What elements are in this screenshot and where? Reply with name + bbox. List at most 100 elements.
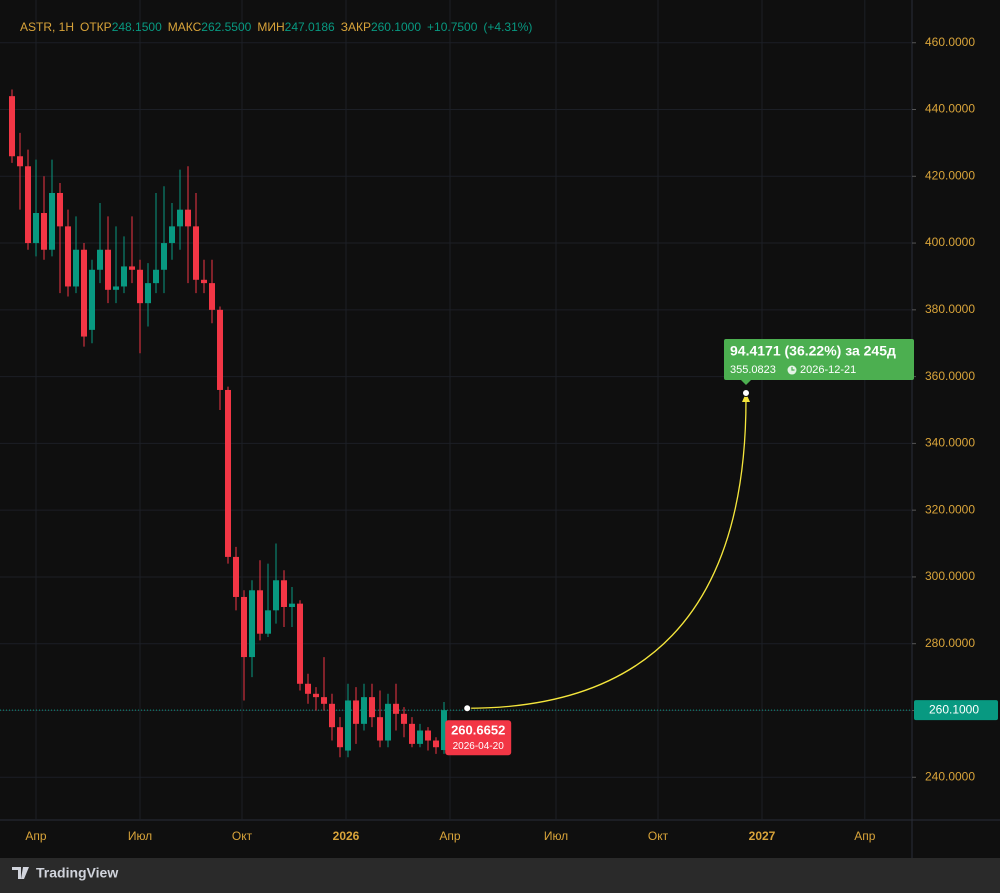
- candle-body: [65, 226, 71, 287]
- y-tick-label: 460.0000: [925, 35, 975, 49]
- candle-body: [305, 683, 311, 694]
- candle-body: [217, 309, 223, 390]
- candle-body: [249, 590, 255, 658]
- last-price-label: 260.1000: [929, 702, 979, 716]
- candle-body: [265, 610, 271, 634]
- candle-body: [321, 697, 327, 704]
- ohlc-value: 248.1500: [112, 20, 162, 34]
- candle-body: [145, 283, 151, 304]
- brand-name: TradingView: [36, 865, 118, 881]
- candle-body: [153, 269, 159, 284]
- logo: [12, 867, 29, 879]
- candle-body: [433, 740, 439, 748]
- start-price: 260.6652: [451, 723, 505, 738]
- candle-body: [177, 209, 183, 227]
- candle-body: [193, 226, 199, 280]
- candle-body: [89, 269, 95, 330]
- y-tick-label: 300.0000: [925, 569, 975, 583]
- candle-body: [25, 166, 31, 244]
- x-tick-label: Апр: [439, 829, 461, 843]
- candle-body: [9, 96, 15, 157]
- candle-body: [393, 703, 399, 714]
- candle-body: [113, 286, 119, 290]
- candle-body: [297, 603, 303, 684]
- projection-arrow: [742, 393, 750, 403]
- candle-body: [225, 389, 231, 557]
- candle-body: [361, 697, 367, 724]
- candle-body: [33, 213, 39, 244]
- candle-body: [241, 596, 247, 658]
- x-tick-label: Июл: [544, 829, 568, 843]
- end-label-pointer: [741, 380, 751, 386]
- candle-body: [161, 243, 167, 270]
- candle-body: [281, 580, 287, 607]
- candle-body: [81, 249, 87, 337]
- candle-body: [185, 209, 191, 227]
- candle-body: [417, 730, 423, 744]
- x-tick-label: 2027: [749, 829, 776, 843]
- projection-end: [742, 389, 750, 398]
- ohlc-value: 260.1000: [371, 20, 421, 34]
- x-tick-label: Апр: [854, 829, 876, 843]
- candle-body: [169, 226, 175, 244]
- start-label-box: [445, 720, 512, 756]
- ohlc-name: ОТКР: [80, 20, 112, 34]
- candle-body: [409, 723, 415, 744]
- end-label-box: [724, 339, 914, 381]
- ohlc-value: 262.5500: [201, 20, 251, 34]
- x-tick-label: Июл: [128, 829, 152, 843]
- candle-body: [73, 249, 79, 287]
- candle-body: [369, 697, 375, 718]
- candle-body: [329, 703, 335, 728]
- symbol: ASTR, 1Н: [20, 20, 74, 34]
- candle-body: [257, 590, 263, 634]
- y-tick-label: 440.0000: [925, 102, 975, 116]
- ohlc-name: ЗАКР: [341, 20, 371, 34]
- candle-body: [17, 156, 23, 167]
- candle-body: [273, 580, 279, 611]
- candle-body: [289, 603, 295, 607]
- ohlc-name: МАКС: [168, 20, 202, 34]
- candle-body: [425, 730, 431, 741]
- candle-body: [201, 279, 207, 284]
- candle-body: [209, 283, 215, 310]
- candle-body: [105, 249, 111, 290]
- change: +10.7500: [427, 20, 478, 34]
- candle-body: [137, 269, 143, 304]
- candle-body: [441, 710, 447, 751]
- end-price: 355.0823: [730, 364, 776, 376]
- projection-summary: 94.4171 (36.22%) за 245д: [730, 343, 896, 359]
- y-tick-label: 320.0000: [925, 502, 975, 516]
- x-tick-label: 2026: [333, 829, 360, 843]
- y-tick-label: 420.0000: [925, 168, 975, 182]
- projection-curve: [467, 399, 747, 709]
- ohlc-name: МИН: [257, 20, 284, 34]
- y-tick-label: 400.0000: [925, 235, 975, 249]
- candle-body: [233, 556, 239, 597]
- y-tick-label: 280.0000: [925, 636, 975, 650]
- branding: TradingView: [12, 865, 118, 881]
- candle-body: [57, 192, 63, 227]
- y-tick-label: 340.0000: [925, 436, 975, 450]
- chart-background: [0, 0, 1000, 858]
- ohlc-value: 247.0186: [285, 20, 335, 34]
- x-tick-label: Окт: [232, 829, 253, 843]
- y-tick-label: 360.0000: [925, 369, 975, 383]
- start-date: 2026-04-20: [453, 741, 505, 752]
- y-tick-label: 240.0000: [925, 769, 975, 783]
- y-tick-label: 380.0000: [925, 302, 975, 316]
- clock-hands: [791, 367, 795, 371]
- projection-start: [463, 704, 472, 713]
- candle-body: [49, 192, 55, 250]
- candle-body: [385, 703, 391, 741]
- candle-body: [353, 700, 359, 724]
- candle-body: [129, 266, 135, 270]
- change-pct: (+4.31%): [483, 20, 532, 34]
- candle-body: [121, 266, 127, 287]
- end-date: 2026-12-21: [800, 364, 856, 376]
- candle-body: [401, 713, 407, 724]
- candle-body: [313, 693, 319, 698]
- candle-body: [337, 727, 343, 748]
- last-price-box: [914, 700, 998, 721]
